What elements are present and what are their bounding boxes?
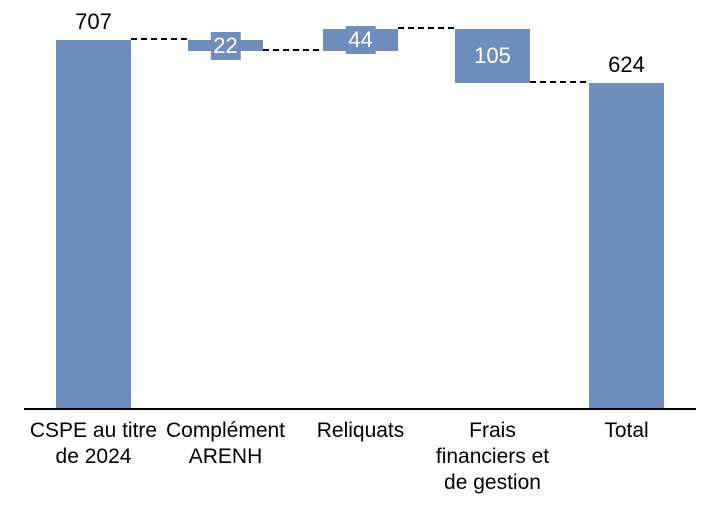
connector-2	[263, 49, 323, 52]
connector-3	[398, 26, 455, 29]
x-axis-line	[24, 408, 696, 410]
category-label-reliquats: Reliquats	[316, 419, 405, 442]
value-label-reliquats: 44	[345, 25, 376, 54]
bar-total	[589, 83, 664, 408]
category-label-total: Total	[604, 419, 649, 442]
connector-1	[131, 37, 188, 40]
value-label-total: 624	[608, 52, 645, 78]
category-label-frais-financiers-et-de-gestion: Frais financiers et de gestion	[435, 419, 550, 494]
category-label-complement-arenh: Complément ARENH	[165, 419, 286, 468]
value-label-complement-arenh: 22	[210, 31, 241, 60]
bar-cspe-au-titre-de-2024	[56, 39, 131, 408]
category-label-cspe-au-titre-de-2024: CSPE au titre de 2024	[29, 419, 158, 468]
value-label-frais-financiers-et-de-gestion: 105	[471, 41, 514, 70]
value-label-cspe-au-titre-de-2024: 707	[75, 8, 112, 34]
connector-4	[530, 81, 589, 84]
